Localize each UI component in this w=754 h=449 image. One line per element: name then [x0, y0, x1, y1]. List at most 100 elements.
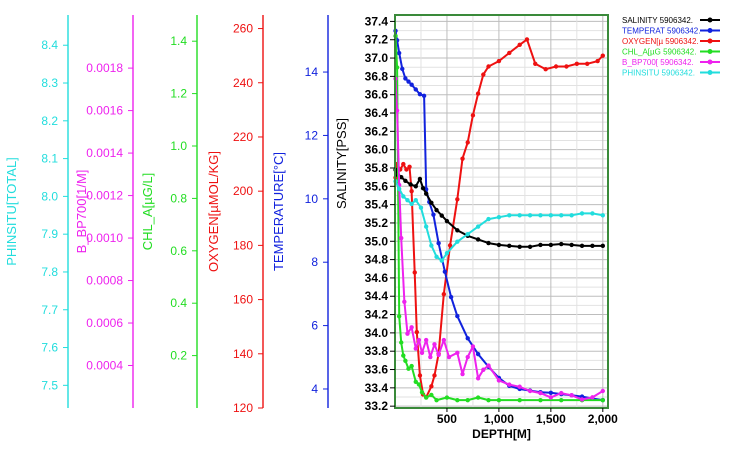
data-point-oxygen [595, 58, 600, 64]
data-point-salinity [559, 241, 564, 247]
phinsitu-tick-label: 8.4 [41, 38, 58, 52]
salinity-tick-label: 37.0 [365, 51, 389, 65]
data-point-phinsitu [475, 224, 481, 229]
data-point-oxygen [404, 167, 409, 172]
data-point-phinsitu [590, 211, 595, 216]
data-point-bbp [405, 331, 410, 336]
salinity-tick-label: 37.2 [365, 33, 389, 47]
phinsitu-tick-label: 8.2 [41, 114, 58, 128]
data-point-phinsitu [401, 194, 406, 199]
legend-label: SALINITY 5906342. [622, 16, 693, 25]
data-point-oxygen [460, 156, 465, 161]
data-point-bbp [441, 337, 447, 343]
data-point-phinsitu [496, 214, 502, 220]
oxygen-axis-group: 120 140 160 180 200 220 240 260 OXYGEN[µMOL/KG] [206, 15, 264, 415]
data-point-salinity [517, 244, 522, 249]
data-point-temperature [413, 87, 418, 92]
data-point-bbp [481, 367, 486, 372]
data-point-bbp [402, 299, 407, 304]
salinity-tick-label: 34.0 [365, 326, 389, 340]
x-axis-label: DEPTH[M] [472, 427, 531, 441]
data-point-phinsitu [548, 213, 554, 218]
data-point-chl [409, 363, 414, 369]
data-point-oxygen [429, 384, 434, 389]
legend-swatch-marker [707, 59, 713, 65]
oxygen-tick-label: 200 [233, 184, 253, 198]
data-point-temperature [548, 390, 554, 395]
phinsitu-tick-label: 7.7 [41, 303, 58, 317]
data-point-salinity [475, 237, 481, 242]
data-point-phinsitu [507, 213, 512, 218]
phinsitu-tick-label: 8.0 [41, 189, 58, 203]
data-point-temperature [417, 92, 423, 97]
data-point-salinity [417, 176, 423, 182]
phinsitu-tick-label: 8.1 [41, 152, 58, 166]
data-point-bbp [409, 325, 414, 330]
series-line-bbp [394, 78, 604, 401]
bbp-axis-group: 0.0004 0.0006 0.0008 0.0010 0.0012 0.0014 0.00… [74, 15, 134, 408]
data-point-phinsitu [579, 211, 585, 216]
data-point-bbp [419, 350, 425, 355]
plot-area [395, 15, 608, 408]
data-point-oxygen [507, 50, 512, 56]
series-salinity [393, 167, 606, 249]
data-point-phinsitu [465, 231, 470, 237]
data-point-salinity [403, 178, 408, 184]
data-point-bbp [517, 384, 522, 389]
data-point-salinity [429, 200, 434, 205]
data-point-oxygen [574, 61, 580, 66]
x-tick-label: 500 [437, 412, 457, 426]
data-point-temperature [406, 79, 411, 84]
data-point-temperature [436, 240, 441, 246]
data-point-chl [486, 397, 491, 403]
salinity-tick-label: 37.4 [365, 14, 389, 28]
chl-tick-label: 1.0 [170, 139, 187, 153]
data-point-salinity [486, 240, 491, 246]
data-point-chl [600, 397, 606, 403]
legend-swatch-marker [707, 28, 713, 33]
data-point-oxygen [401, 161, 406, 167]
data-point-bbp [548, 395, 554, 400]
data-point-chl [413, 379, 418, 384]
data-point-oxygen [481, 72, 486, 77]
data-point-salinity [548, 242, 554, 248]
data-point-salinity [455, 228, 460, 233]
data-point-salinity [413, 184, 418, 189]
data-point-bbp [579, 397, 585, 402]
data-point-temperature [421, 93, 427, 99]
bbp-tick-label: 0.0018 [86, 61, 123, 75]
phinsitu-tick-label: 8.3 [41, 76, 58, 90]
data-point-chl [455, 397, 460, 403]
data-point-salinity [423, 191, 429, 196]
data-point-chl [475, 395, 481, 400]
chl-tick-label: 0.2 [170, 349, 187, 363]
data-point-bbp [486, 363, 491, 368]
data-point-salinity [527, 244, 533, 249]
salinity-tick-label: 36.0 [365, 143, 389, 157]
data-point-salinity [590, 243, 595, 249]
data-point-temperature [409, 82, 414, 87]
data-point-chl [403, 358, 408, 364]
phinsitu-tick-label: 7.5 [41, 378, 58, 392]
data-point-salinity [496, 242, 502, 248]
data-point-oxygen [496, 58, 502, 64]
data-point-phinsitu [423, 224, 429, 229]
data-point-phinsitu [569, 213, 574, 218]
data-point-bbp [446, 354, 452, 360]
salinity-tick-label: 34.6 [365, 271, 389, 285]
chl-tick-label: 0.6 [170, 244, 187, 258]
data-point-chl [401, 353, 406, 358]
series-line-salinity [394, 169, 603, 248]
data-point-bbp [496, 378, 502, 383]
legend-label: TEMPERAT 5906342. [622, 27, 700, 36]
data-point-chl [419, 390, 425, 395]
phinsitu-axis-title: PHINSITU[TOTAL] [4, 157, 19, 266]
phinsitu-tick-label: 7.6 [41, 341, 58, 355]
temperature-tick-label: 4 [311, 382, 318, 396]
data-point-oxygen [447, 243, 453, 248]
data-point-chl [416, 382, 422, 387]
data-point-oxygen [407, 164, 412, 169]
data-point-chl [434, 397, 439, 403]
data-point-chl [538, 397, 543, 403]
chl-axis-group: 0.2 0.4 0.6 0.8 1.0 1.2 1.4 CHL_A[µG/L] [140, 15, 198, 408]
